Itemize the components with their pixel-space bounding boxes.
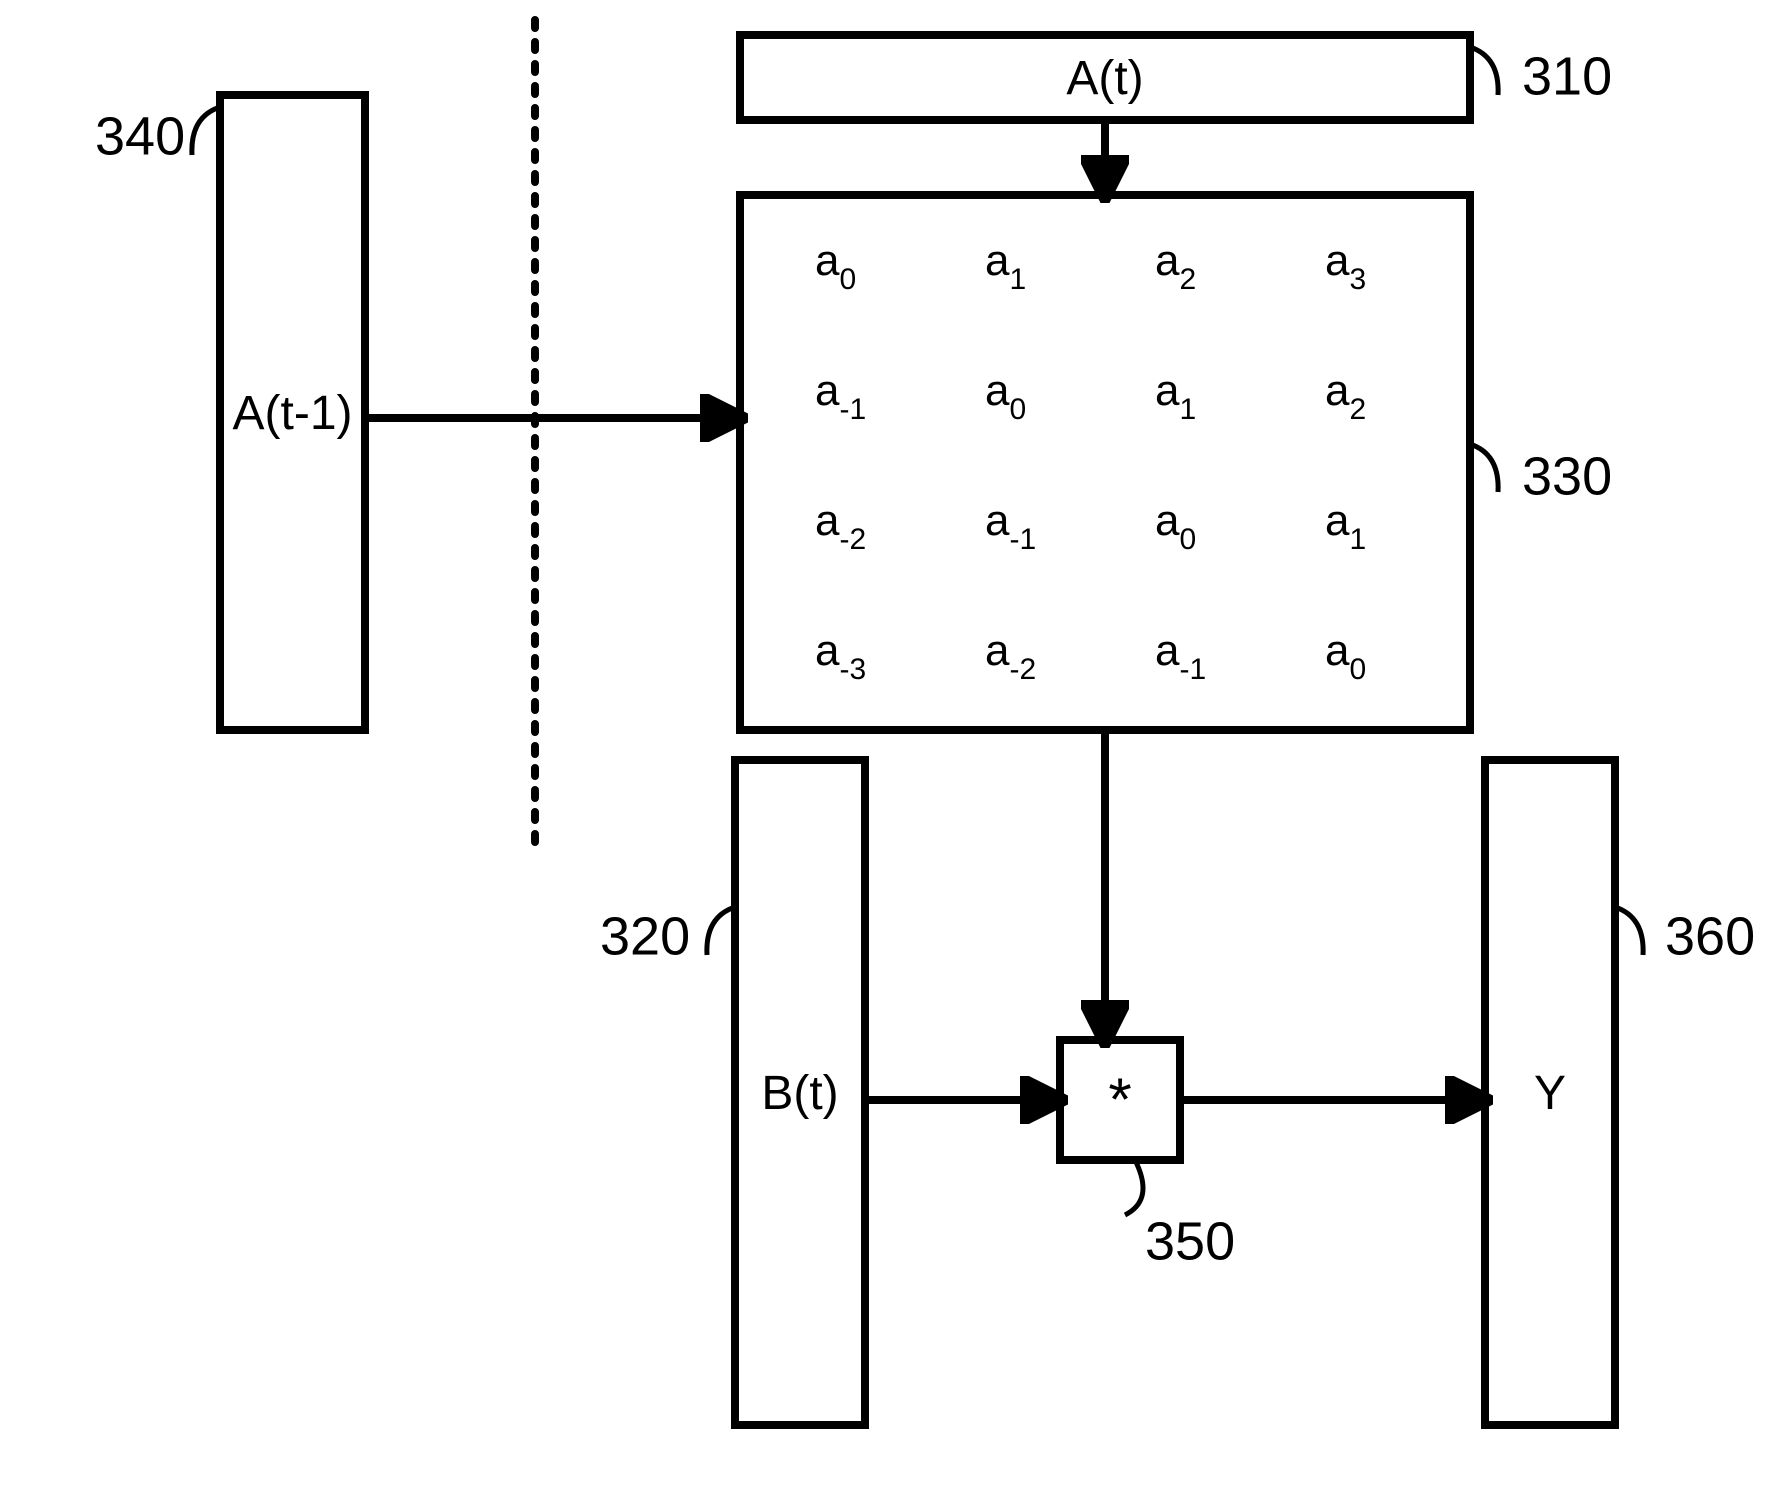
- block-box310: A(t): [740, 35, 1470, 120]
- callout-hook: [192, 107, 220, 155]
- callout-hook: [707, 907, 735, 955]
- block-label-box350: *: [1108, 1066, 1131, 1133]
- callout-label: 310: [1522, 46, 1612, 106]
- block-box350: *: [1060, 1040, 1180, 1160]
- block-box360: Y: [1485, 760, 1615, 1425]
- block-label-box310: A(t): [1066, 52, 1143, 105]
- callout-hook: [1615, 907, 1643, 955]
- block-label-box320: B(t): [761, 1067, 838, 1120]
- callout-hook: [1125, 1160, 1143, 1215]
- callout-label: 320: [600, 906, 690, 966]
- callout-c320: 320: [600, 906, 735, 966]
- callout-c310: 310: [1470, 46, 1612, 106]
- block-box320: B(t): [735, 760, 865, 1425]
- callout-hook: [1470, 47, 1498, 95]
- callout-label: 360: [1665, 906, 1755, 966]
- block-box340: A(t-1): [220, 95, 365, 730]
- callout-c360: 360: [1615, 906, 1755, 966]
- callout-c350: 350: [1125, 1160, 1235, 1271]
- callout-label: 330: [1522, 446, 1612, 506]
- block-label-box340: A(t-1): [233, 387, 353, 440]
- callout-c340: 340: [95, 106, 220, 166]
- block-diagram: A(t)A(t-1)B(t)*Ya0a1a2a3a-1a0a1a2a-2a-1a…: [0, 0, 1784, 1505]
- callout-label: 340: [95, 106, 185, 166]
- callout-c330: 330: [1470, 444, 1612, 506]
- callout-hook: [1470, 444, 1498, 492]
- callout-label: 350: [1145, 1211, 1235, 1271]
- block-label-box360: Y: [1534, 1067, 1566, 1120]
